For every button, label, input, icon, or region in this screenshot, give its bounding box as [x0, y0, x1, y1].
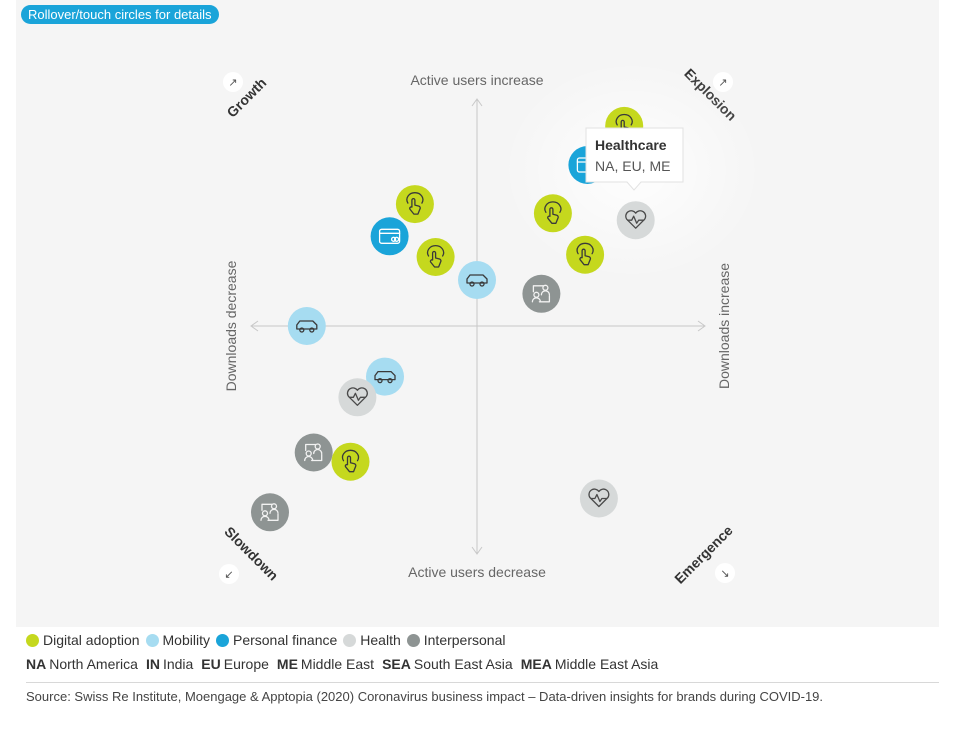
abbreviation-name: Middle East Asia	[554, 656, 659, 672]
x-axis-right-label: Downloads increase	[716, 263, 732, 389]
legend-item: Digital adoption	[26, 632, 140, 648]
emergence-expand-glyph: ↘	[720, 568, 729, 580]
data-point-health[interactable]	[616, 201, 655, 240]
people-icon	[531, 284, 551, 303]
legend-swatch	[215, 633, 229, 647]
abbreviation-code: MEA	[520, 656, 552, 672]
data-point-digital-adoption[interactable]	[566, 235, 605, 274]
axes	[250, 98, 706, 555]
car-icon	[374, 370, 396, 384]
people-icon	[260, 503, 279, 521]
legend-label: Digital adoption	[43, 632, 140, 648]
growth-expand-icon[interactable]	[223, 72, 243, 92]
data-point-health[interactable]	[338, 378, 377, 417]
x-axis-left-label: Downloads decrease	[223, 260, 239, 391]
x-arrow-left	[250, 320, 259, 332]
legend-item: Interpersonal	[406, 632, 506, 648]
explosion-expand-glyph: ↗	[718, 77, 727, 89]
data-point-digital-adoption[interactable]	[395, 185, 434, 224]
legend-item: Personal finance	[215, 632, 338, 648]
legend-swatch	[26, 633, 39, 647]
touch-icon	[341, 449, 360, 473]
legend-label: Health	[360, 632, 401, 648]
heart-icon	[588, 488, 610, 508]
abbreviation-code: NA	[26, 656, 47, 672]
people-icon	[304, 443, 323, 462]
abbreviation-item: NA North America	[26, 656, 138, 672]
abbreviation-name: South East Asia	[413, 656, 513, 672]
data-point-digital-adoption[interactable]	[416, 238, 455, 276]
abbreviation-item: MEA Middle East Asia	[521, 656, 659, 672]
point-circle[interactable]	[458, 261, 496, 299]
y-arrow-bottom	[471, 546, 483, 555]
data-point-digital-adoption[interactable]	[533, 194, 572, 233]
abbreviation-item: SEA South East Asia	[382, 656, 513, 672]
card-icon	[378, 228, 401, 244]
data-point-mobility[interactable]	[458, 261, 496, 299]
point-circle[interactable]	[287, 307, 326, 345]
x-arrow-right	[697, 320, 706, 332]
data-point-interpersonal[interactable]	[522, 274, 561, 313]
data-point-interpersonal[interactable]	[294, 433, 333, 472]
legend-label: Interpersonal	[423, 632, 506, 648]
y-arrow-top	[471, 98, 483, 107]
tooltip-title: Healthcare	[595, 137, 667, 153]
legend-label: Personal finance	[232, 632, 338, 648]
car-icon	[466, 274, 488, 287]
y-axis-bottom-label: Active users decrease	[408, 564, 546, 580]
data-point-mobility[interactable]	[287, 307, 326, 345]
abbreviation-key: NA North America IN India EU Europe ME Middle E…	[26, 656, 666, 672]
data-point-interpersonal[interactable]	[251, 493, 289, 532]
abbreviation-name: Europe	[223, 656, 269, 672]
data-point-mobility[interactable]	[366, 357, 404, 396]
data-point-health[interactable]	[579, 479, 618, 518]
abbreviation-item: IN India	[146, 656, 193, 672]
abbreviation-name: North America	[49, 656, 138, 672]
touch-icon	[576, 242, 594, 266]
growth-expand-glyph: ↗	[228, 77, 237, 89]
abbreviation-code: IN	[145, 656, 160, 672]
legend-label: Mobility	[162, 632, 210, 648]
legend-swatch	[343, 633, 357, 647]
legend-item: Mobility	[145, 632, 210, 648]
axis-labels: Active users increase Active users decre…	[223, 72, 732, 580]
legend: Digital adoption Mobility Personal finance…	[26, 632, 511, 650]
data-points	[251, 106, 655, 532]
car-icon	[296, 320, 318, 333]
explosion-expand-icon[interactable]	[713, 72, 733, 92]
point-circle[interactable]	[366, 357, 404, 396]
source-note: Source: Swiss Re Institute, Moengage & A…	[26, 689, 824, 704]
quadrant-scatter-chart: Active users increase Active users decre…	[219, 60, 762, 587]
tooltip: Healthcare NA, EU, ME	[585, 127, 684, 191]
touch-icon	[544, 201, 562, 224]
abbreviation-code: SEA	[382, 656, 411, 672]
legend-swatch	[145, 633, 159, 647]
tooltip-regions: NA, EU, ME	[595, 158, 670, 174]
abbreviation-name: Middle East	[300, 656, 375, 672]
heart-icon	[625, 210, 647, 229]
touch-icon	[426, 245, 445, 268]
slowdown-expand-glyph: ↙	[224, 569, 233, 581]
abbreviation-code: ME	[276, 656, 298, 672]
heart-icon	[346, 387, 368, 406]
touch-icon	[406, 192, 424, 215]
divider	[26, 682, 939, 683]
legend-item: Health	[343, 632, 401, 648]
slowdown-expand-icon[interactable]	[219, 564, 239, 584]
point-circle[interactable]	[370, 217, 409, 256]
abbreviation-code: EU	[201, 656, 221, 672]
data-point-personal-finance[interactable]	[370, 217, 409, 256]
legend-swatch	[406, 633, 420, 647]
abbreviation-name: India	[162, 656, 194, 672]
data-point-digital-adoption[interactable]	[331, 442, 370, 481]
rollover-hint-badge: Rollover/touch circles for details	[21, 5, 219, 24]
emergence-expand-icon[interactable]	[715, 563, 735, 583]
abbreviation-item: ME Middle East	[277, 656, 374, 672]
y-axis-top-label: Active users increase	[410, 72, 543, 88]
abbreviation-item: EU Europe	[201, 656, 269, 672]
